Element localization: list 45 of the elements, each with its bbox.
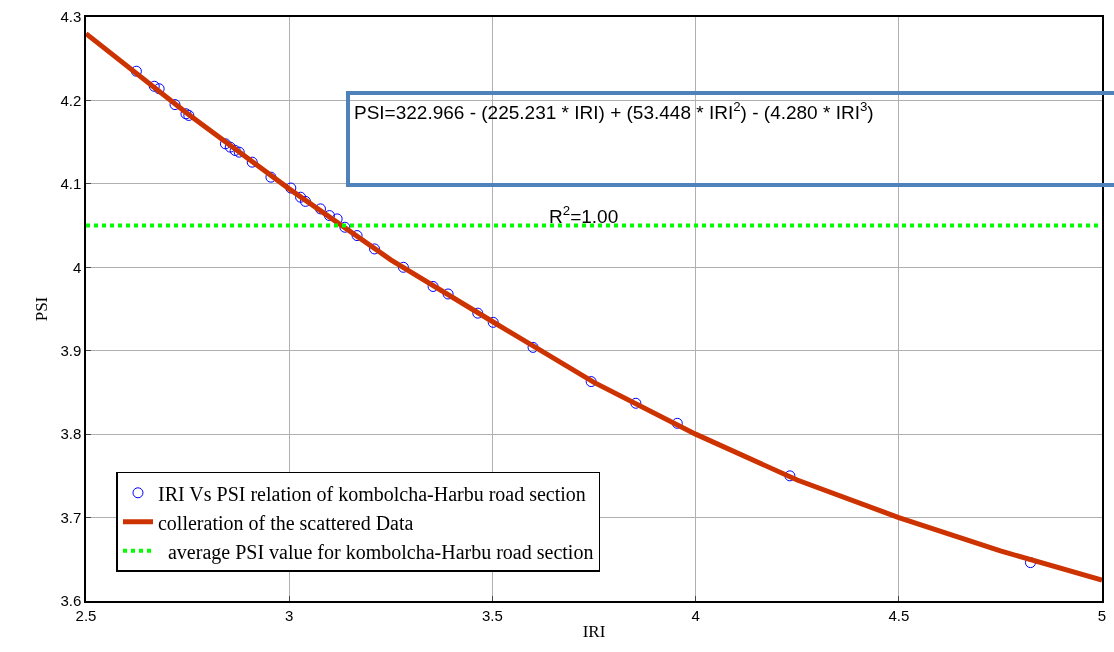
y-tick-label: 4.3 — [60, 8, 82, 26]
y-tick-label: 4.2 — [60, 91, 82, 109]
annotation: PSI=322.966 - (225.231 * IRI) + (53.448 * IRI$^{2}$) - (4.280 * IRI$^{3}$) — [354, 99, 874, 123]
x-tick-label: 4.5 — [888, 606, 910, 624]
point — [369, 243, 381, 255]
point — [630, 397, 642, 409]
point — [169, 99, 181, 111]
point — [585, 376, 597, 388]
point — [472, 307, 484, 319]
y-tick-label: 3.8 — [60, 425, 82, 443]
x-tick-label: 5 — [1097, 606, 1107, 624]
point — [527, 341, 539, 353]
point — [229, 144, 241, 156]
legend-label: average PSI value for kombolcha-Harbu road section — [157, 540, 594, 564]
point — [153, 83, 165, 95]
point — [339, 221, 351, 233]
y-tick-label: 3.7 — [60, 508, 82, 526]
point — [285, 182, 297, 194]
y-tick-label: 3.9 — [60, 341, 82, 359]
point — [148, 80, 160, 92]
point — [397, 261, 409, 273]
x-tick-label: 3.5 — [481, 606, 503, 624]
y-axis-title: PSI — [32, 296, 52, 322]
legend-label: IRI Vs PSI relation of kombolcha-Harbu road section — [157, 482, 586, 505]
point — [130, 65, 142, 77]
point — [442, 288, 454, 300]
point — [671, 417, 683, 429]
point — [487, 316, 499, 328]
point — [265, 171, 277, 183]
point — [314, 203, 326, 215]
annotation: R$^{2}$=1.00 — [549, 203, 619, 227]
point — [295, 191, 307, 203]
x-axis-title: IRI — [582, 621, 606, 641]
x-tick-label: 3 — [285, 606, 294, 624]
point — [427, 280, 439, 292]
point — [233, 146, 245, 158]
y-tick-label: 4.1 — [60, 175, 82, 193]
point — [351, 230, 363, 242]
y-tick-label: 4 — [72, 258, 82, 276]
point — [246, 156, 258, 168]
point — [299, 195, 311, 207]
point — [323, 210, 335, 222]
legend-label: colleration of the scattered Data — [157, 511, 414, 534]
x-tick-label: 4 — [691, 606, 700, 624]
point — [219, 138, 231, 150]
